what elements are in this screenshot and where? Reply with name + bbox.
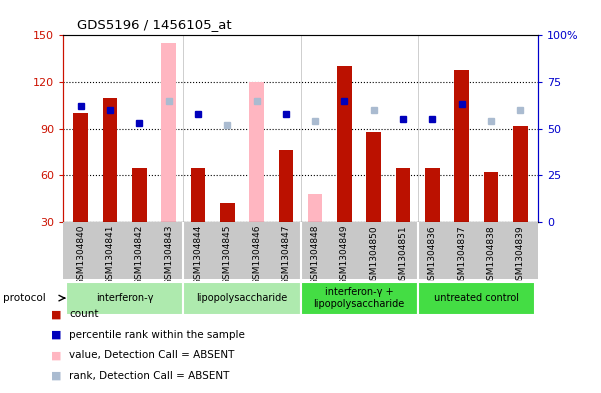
Text: GSM1304850: GSM1304850 bbox=[369, 225, 378, 286]
Bar bbox=[367, 132, 381, 222]
Bar bbox=[161, 43, 176, 222]
Text: ■: ■ bbox=[50, 371, 61, 381]
Text: GSM1304845: GSM1304845 bbox=[223, 225, 232, 285]
Text: value, Detection Call = ABSENT: value, Detection Call = ABSENT bbox=[69, 350, 234, 360]
Text: GSM1304848: GSM1304848 bbox=[311, 225, 320, 285]
Bar bbox=[513, 126, 528, 222]
FancyBboxPatch shape bbox=[418, 282, 535, 314]
Text: untreated control: untreated control bbox=[434, 293, 519, 303]
Text: GSM1304837: GSM1304837 bbox=[457, 225, 466, 286]
Text: lipopolysaccharide: lipopolysaccharide bbox=[197, 293, 287, 303]
Bar bbox=[425, 167, 440, 222]
Text: GDS5196 / 1456105_at: GDS5196 / 1456105_at bbox=[78, 18, 232, 31]
Text: GSM1304851: GSM1304851 bbox=[398, 225, 407, 286]
Bar bbox=[395, 167, 410, 222]
Text: GSM1304846: GSM1304846 bbox=[252, 225, 261, 285]
Bar bbox=[484, 172, 498, 222]
Bar bbox=[337, 66, 352, 222]
Bar bbox=[278, 151, 293, 222]
Text: GSM1304838: GSM1304838 bbox=[486, 225, 495, 286]
Text: ■: ■ bbox=[50, 350, 61, 360]
Text: percentile rank within the sample: percentile rank within the sample bbox=[69, 330, 245, 340]
Bar bbox=[249, 82, 264, 222]
Text: protocol: protocol bbox=[3, 293, 46, 303]
Text: GSM1304840: GSM1304840 bbox=[76, 225, 85, 285]
Text: GSM1304847: GSM1304847 bbox=[281, 225, 290, 285]
Text: ■: ■ bbox=[50, 309, 61, 320]
Text: GSM1304842: GSM1304842 bbox=[135, 225, 144, 285]
Text: ■: ■ bbox=[50, 330, 61, 340]
Text: rank, Detection Call = ABSENT: rank, Detection Call = ABSENT bbox=[69, 371, 230, 381]
Text: GSM1304849: GSM1304849 bbox=[340, 225, 349, 285]
Bar bbox=[73, 113, 88, 222]
Bar bbox=[132, 167, 147, 222]
FancyBboxPatch shape bbox=[300, 282, 418, 314]
Text: GSM1304839: GSM1304839 bbox=[516, 225, 525, 286]
Text: interferon-γ +
lipopolysaccharide: interferon-γ + lipopolysaccharide bbox=[314, 287, 404, 309]
Text: interferon-γ: interferon-γ bbox=[96, 293, 153, 303]
Bar bbox=[103, 97, 117, 222]
Text: GSM1304836: GSM1304836 bbox=[428, 225, 437, 286]
Bar bbox=[220, 204, 234, 222]
Bar bbox=[454, 70, 469, 222]
FancyBboxPatch shape bbox=[66, 282, 183, 314]
Text: count: count bbox=[69, 309, 99, 320]
Text: GSM1304843: GSM1304843 bbox=[164, 225, 173, 285]
Bar bbox=[191, 167, 206, 222]
Text: GSM1304841: GSM1304841 bbox=[106, 225, 115, 285]
Text: GSM1304844: GSM1304844 bbox=[194, 225, 203, 285]
FancyBboxPatch shape bbox=[183, 282, 300, 314]
Bar bbox=[308, 194, 323, 222]
